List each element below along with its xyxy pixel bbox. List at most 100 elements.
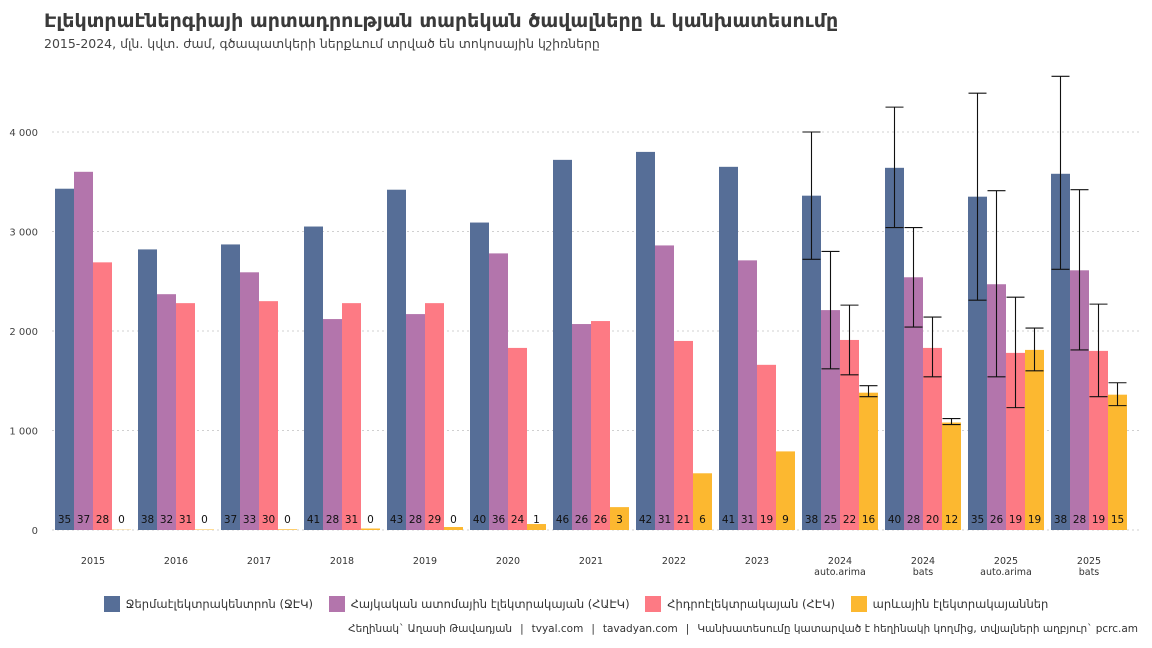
caption-note: Կանխատեսումը կատարված է հեղինակի կողմից,…: [697, 623, 1138, 635]
chart-subtitle: 2015-2024, մլն. կվտ. ժամ, գծապատկերի ներ…: [44, 36, 600, 51]
chart-caption: Հեղինակ` Աղասի Թավադյան | tvyal.com | tavady…: [348, 623, 1138, 635]
bar-3-3: [361, 528, 380, 530]
legend-swatch-npp: [328, 596, 345, 612]
bar-12-0: [1051, 173, 1070, 531]
bar-7-2: [674, 340, 693, 530]
bar-percent-label: 40: [888, 514, 901, 526]
bar-percent-label: 28: [1073, 514, 1086, 526]
bar-percent-label: 35: [971, 514, 984, 526]
bar-2-2: [259, 301, 278, 530]
bar-2-3: [278, 529, 297, 530]
bar-percent-label: 22: [843, 514, 856, 526]
chart-title: Էլեկտրաէներգիայի արտադրության տարեկան ծա…: [44, 10, 839, 32]
bar-11-2: [1006, 352, 1025, 530]
bar-1-0: [138, 249, 157, 530]
bar-percent-label: 26: [575, 514, 589, 526]
bar-percent-label: 42: [639, 514, 652, 526]
bar-8-2: [757, 364, 776, 530]
x-tick-label: 2018: [330, 556, 354, 567]
bar-percent-label: 0: [284, 514, 291, 526]
bar-11-1: [987, 284, 1006, 530]
legend-label-solar: արևային էլեկտրակայաններ: [872, 597, 1049, 611]
bar-4-3: [444, 527, 463, 530]
bar-11-3: [1025, 349, 1044, 530]
bar-percent-label: 19: [1009, 514, 1022, 526]
bar-10-2: [923, 347, 942, 530]
bar-2-0: [221, 244, 240, 530]
legend-swatch-solar: [850, 596, 867, 612]
bar-11-0: [968, 196, 987, 531]
bar-percent-label: 28: [409, 514, 422, 526]
bar-10-0: [885, 167, 904, 530]
y-tick-label: 4 000: [9, 128, 38, 139]
bar-percent-label: 15: [1111, 514, 1124, 526]
bar-10-1: [904, 277, 923, 530]
x-tick-sublabel: bats: [913, 567, 934, 578]
bar-percent-label: 19: [760, 514, 773, 526]
bar-6-0: [553, 159, 572, 531]
bar-percent-label: 31: [741, 514, 754, 526]
bar-percent-label: 38: [141, 514, 154, 526]
bar-percent-label: 38: [1054, 514, 1067, 526]
bar-percent-label: 35: [58, 514, 71, 526]
bar-percent-label: 25: [824, 514, 837, 526]
x-tick-label: 2025: [1077, 556, 1101, 567]
bar-12-1: [1070, 270, 1089, 530]
bar-3-2: [342, 303, 361, 530]
bar-1-1: [157, 294, 176, 530]
caption-author: Հեղինակ` Աղասի Թավադյան: [348, 623, 513, 635]
bar-percent-label: 38: [805, 514, 818, 526]
bar-1-2: [176, 303, 195, 530]
bar-5-0: [470, 222, 489, 531]
legend-item-npp: Հայկական ատոմային էլեկտրակայան (ՀԱԷԿ): [328, 596, 630, 612]
bar-0-0: [55, 188, 74, 530]
bar-percent-label: 3: [616, 514, 623, 526]
bar-percent-label: 43: [390, 514, 403, 526]
caption-separator: |: [520, 623, 524, 635]
legend-item-tpp: Ջերմաէլեկտրակենտրոն (ՋԷԿ): [103, 596, 313, 612]
bar-5-2: [508, 347, 527, 530]
legend-item-solar: արևային էլեկտրակայաններ: [850, 596, 1049, 612]
bar-percent-label: 0: [118, 514, 125, 526]
bar-percent-label: 36: [492, 514, 506, 526]
bar-percent-label: 31: [179, 514, 192, 526]
bar-6-3: [610, 507, 629, 530]
y-tick-label: 3 000: [9, 228, 38, 239]
bar-percent-label: 40: [473, 514, 486, 526]
bar-2-1: [240, 272, 259, 530]
legend-swatch-tpp: [103, 596, 120, 612]
bar-3-1: [323, 319, 342, 530]
x-tick-sublabel: auto.arima: [814, 567, 866, 578]
bar-4-1: [406, 314, 425, 530]
bar-percent-label: 6: [699, 514, 706, 526]
bar-4-2: [425, 303, 444, 530]
bar-percent-label: 41: [722, 514, 735, 526]
bar-8-0: [719, 166, 738, 530]
bar-6-1: [572, 324, 591, 530]
bar-5-1: [489, 253, 508, 530]
bar-7-0: [636, 151, 655, 530]
bar-9-2: [840, 339, 859, 530]
bar-percent-label: 24: [511, 514, 525, 526]
caption-site-tvyal: tvyal.com: [531, 623, 584, 635]
bar-percent-label: 37: [77, 514, 90, 526]
x-tick-label: 2022: [662, 556, 686, 567]
bar-7-1: [655, 245, 674, 530]
x-tick-label: 2015: [81, 556, 105, 567]
bar-percent-label: 31: [658, 514, 671, 526]
bar-9-0: [802, 195, 821, 530]
legend-swatch-hpp: [645, 596, 662, 612]
y-tick-label: 0: [32, 526, 38, 537]
bar-percent-label: 19: [1092, 514, 1105, 526]
x-tick-label: 2016: [164, 556, 188, 567]
x-tick-label: 2024: [828, 556, 852, 567]
bar-4-0: [387, 189, 406, 530]
legend-item-hpp: Հիդրոէլեկտրակայան (ՀԷԿ): [645, 596, 835, 612]
x-tick-label: 2017: [247, 556, 271, 567]
bar-percent-label: 1: [533, 514, 540, 526]
bar-10-3: [942, 422, 961, 530]
bar-percent-label: 33: [243, 514, 256, 526]
bar-percent-label: 26: [990, 514, 1004, 526]
bar-7-3: [693, 473, 712, 530]
